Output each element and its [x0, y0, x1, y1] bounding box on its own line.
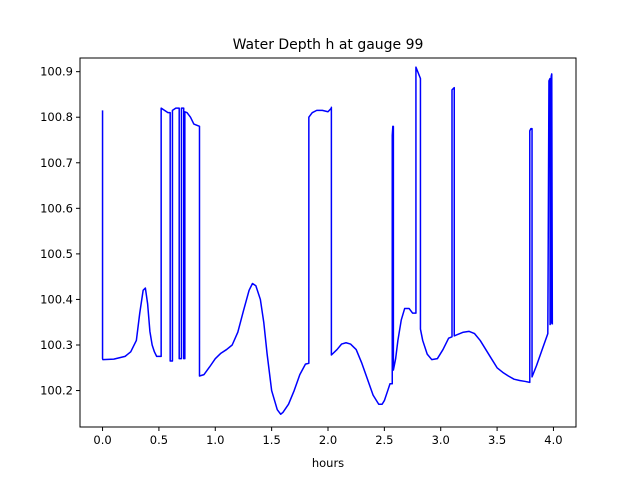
x-tick-label: 3.0: [432, 433, 450, 447]
x-tick-label: 0.5: [150, 433, 168, 447]
chart-title: Water Depth h at gauge 99: [233, 37, 424, 53]
y-tick-label: 100.4: [40, 292, 73, 306]
series-line-0: [101, 66, 554, 415]
y-tick-label: 100.6: [40, 201, 73, 215]
y-tick-label: 100.7: [40, 156, 73, 170]
x-tick-label: 4.0: [544, 433, 562, 447]
y-tick-label: 100.3: [40, 338, 73, 352]
x-tick-label: 2.5: [375, 433, 393, 447]
x-tick-label: 1.0: [206, 433, 224, 447]
x-tick-label: 2.0: [319, 433, 337, 447]
x-tick-label: 1.5: [262, 433, 280, 447]
y-tick-label: 100.9: [40, 65, 73, 79]
x-tick-label: 3.5: [488, 433, 506, 447]
axes-frame: [79, 57, 577, 428]
y-tick-label: 100.2: [40, 384, 73, 398]
x-axis-label: hours: [312, 456, 344, 470]
plot-area: [101, 66, 554, 415]
y-tick-label: 100.8: [40, 110, 73, 124]
axis-ticks: 0.0 0.5 1.0 1.5 2.0 2.5 3.0 3.5 4.0 100.2 100.3 100…: [40, 65, 563, 447]
x-tick-label: 0.0: [93, 433, 111, 447]
y-tick-label: 100.5: [40, 247, 73, 261]
